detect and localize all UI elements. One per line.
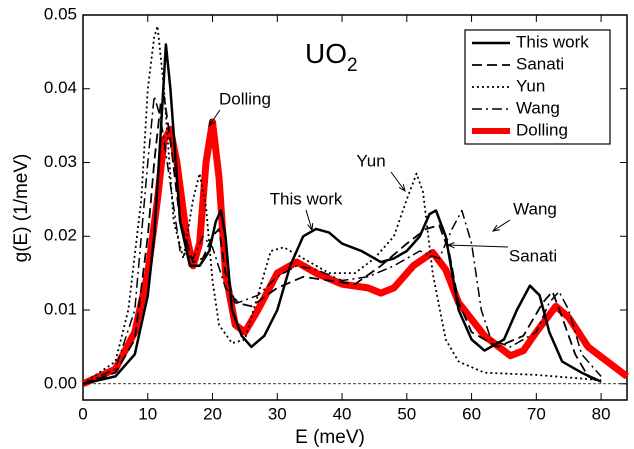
annotation-arrow xyxy=(390,171,406,192)
y-tick-label: 0.05 xyxy=(44,4,77,23)
y-axis-label: g(E) (1/meV) xyxy=(11,154,32,263)
annotation: Wang xyxy=(513,199,557,218)
arrow-head xyxy=(398,184,406,193)
arrow-head xyxy=(446,242,455,249)
x-tick-label: 50 xyxy=(397,404,416,423)
legend-label: This work xyxy=(516,32,589,51)
y-tick-label: 0.04 xyxy=(44,78,77,97)
x-tick-label: 80 xyxy=(592,404,611,423)
x-tick-label: 60 xyxy=(462,404,481,423)
series-line xyxy=(82,25,602,385)
x-tick-label: 20 xyxy=(203,404,222,423)
annotation-arrow xyxy=(492,219,511,232)
legend-label: Dolling xyxy=(516,120,568,139)
series-line xyxy=(82,43,602,386)
annotation: This work xyxy=(270,189,343,208)
x-tick-label: 30 xyxy=(268,404,287,423)
y-tick-label: 0.00 xyxy=(44,373,77,392)
annotation-arrow xyxy=(305,209,313,231)
y-tick-label: 0.01 xyxy=(44,300,77,319)
legend-label: Wang xyxy=(516,98,560,117)
y-tick-label: 0.02 xyxy=(44,226,77,245)
x-tick-label: 70 xyxy=(527,404,546,423)
legend-label: Sanati xyxy=(516,54,564,73)
annotation: Dolling xyxy=(219,89,271,108)
title-subscript: 2 xyxy=(347,55,358,76)
plot-frame xyxy=(82,14,628,401)
x-tick-label: 0 xyxy=(78,404,87,423)
x-tick-label: 10 xyxy=(138,404,157,423)
legend-label: Yun xyxy=(516,76,545,95)
series-line xyxy=(81,118,630,387)
title-main: UO xyxy=(305,38,347,69)
x-axis-label: E (meV) xyxy=(295,427,365,448)
annotation: Sanati xyxy=(509,246,557,265)
annotation: Yun xyxy=(356,151,385,170)
y-tick-label: 0.03 xyxy=(44,152,77,171)
arrow-head xyxy=(208,119,216,128)
legend-box xyxy=(464,29,611,145)
x-tick-label: 40 xyxy=(333,404,352,423)
series-line xyxy=(82,95,602,385)
chart-title: UO2 xyxy=(305,38,358,76)
annotation-arrow xyxy=(208,109,221,127)
arrow-head xyxy=(491,224,500,232)
arrow-head xyxy=(307,222,314,232)
annotation-arrow xyxy=(447,244,509,248)
